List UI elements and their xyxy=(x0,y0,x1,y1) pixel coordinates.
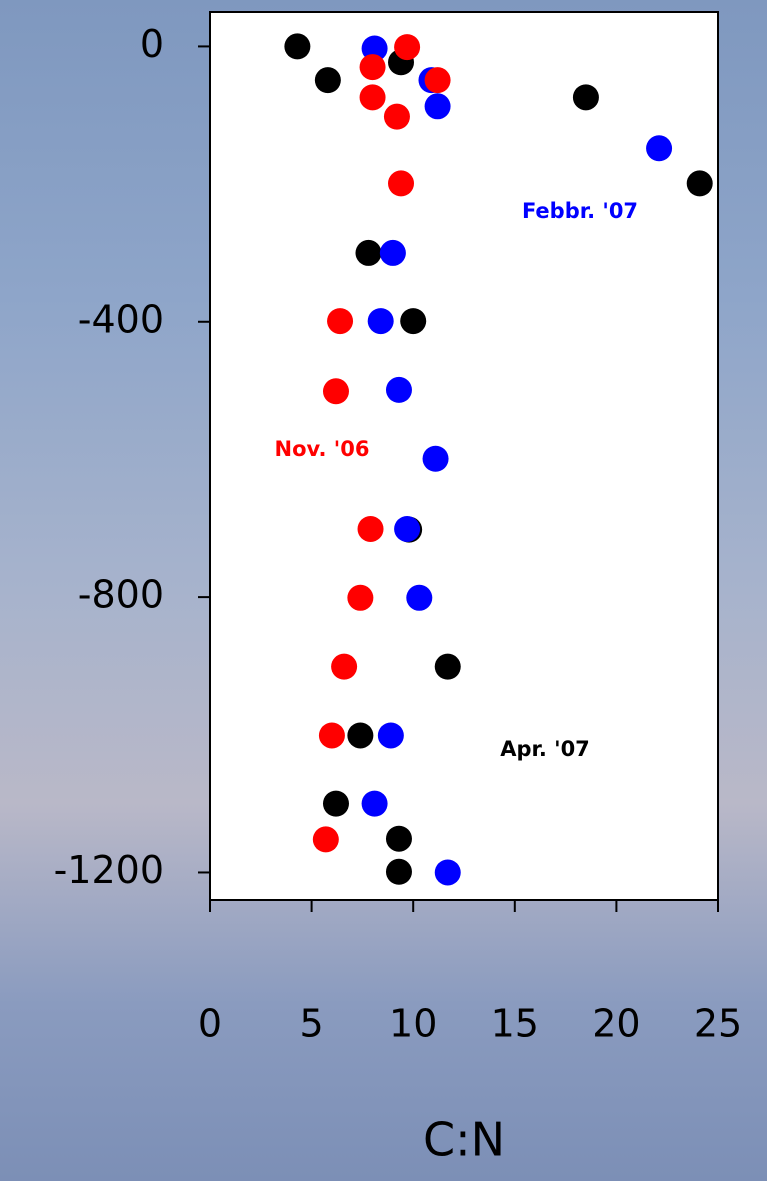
point xyxy=(424,67,451,94)
point xyxy=(314,67,341,94)
point xyxy=(327,308,354,335)
point xyxy=(434,859,461,886)
x-tick-label: 15 xyxy=(491,1002,539,1046)
point xyxy=(400,308,427,335)
point xyxy=(385,376,412,403)
point xyxy=(367,308,394,335)
point xyxy=(383,103,410,130)
x-tick-label: 0 xyxy=(198,1002,222,1046)
point xyxy=(322,378,349,405)
point xyxy=(359,54,386,81)
series-label: Nov. '06 xyxy=(275,437,370,461)
point xyxy=(361,790,388,817)
x-tick-label: 20 xyxy=(592,1002,640,1046)
x-tick-label: 25 xyxy=(694,1002,742,1046)
point xyxy=(284,33,311,60)
point xyxy=(359,84,386,111)
point xyxy=(394,515,421,542)
y-tick-label: -1200 xyxy=(54,848,164,892)
x-axis-label: C:N xyxy=(423,1113,505,1167)
point xyxy=(312,826,339,853)
point xyxy=(355,239,382,266)
x-tick-label: 5 xyxy=(300,1002,324,1046)
point xyxy=(394,34,421,61)
point xyxy=(318,722,345,749)
point xyxy=(377,722,404,749)
y-tick-label: -400 xyxy=(78,297,164,341)
point xyxy=(422,445,449,472)
point xyxy=(322,790,349,817)
series-label: Febbr. '07 xyxy=(522,199,638,223)
x-tick-label: 10 xyxy=(389,1002,437,1046)
point xyxy=(424,93,451,120)
series-label: Apr. '07 xyxy=(500,737,590,761)
point xyxy=(388,170,415,197)
point xyxy=(434,653,461,680)
point xyxy=(646,135,673,162)
y-tick-label: -800 xyxy=(78,573,164,617)
point xyxy=(357,515,384,542)
plot-area xyxy=(209,11,719,901)
point xyxy=(331,653,358,680)
point xyxy=(385,825,412,852)
point xyxy=(385,858,412,885)
point xyxy=(686,170,713,197)
point xyxy=(406,584,433,611)
y-tick-label: 0 xyxy=(140,22,164,66)
point xyxy=(347,722,374,749)
point xyxy=(347,584,374,611)
point xyxy=(572,84,599,111)
point xyxy=(379,239,406,266)
